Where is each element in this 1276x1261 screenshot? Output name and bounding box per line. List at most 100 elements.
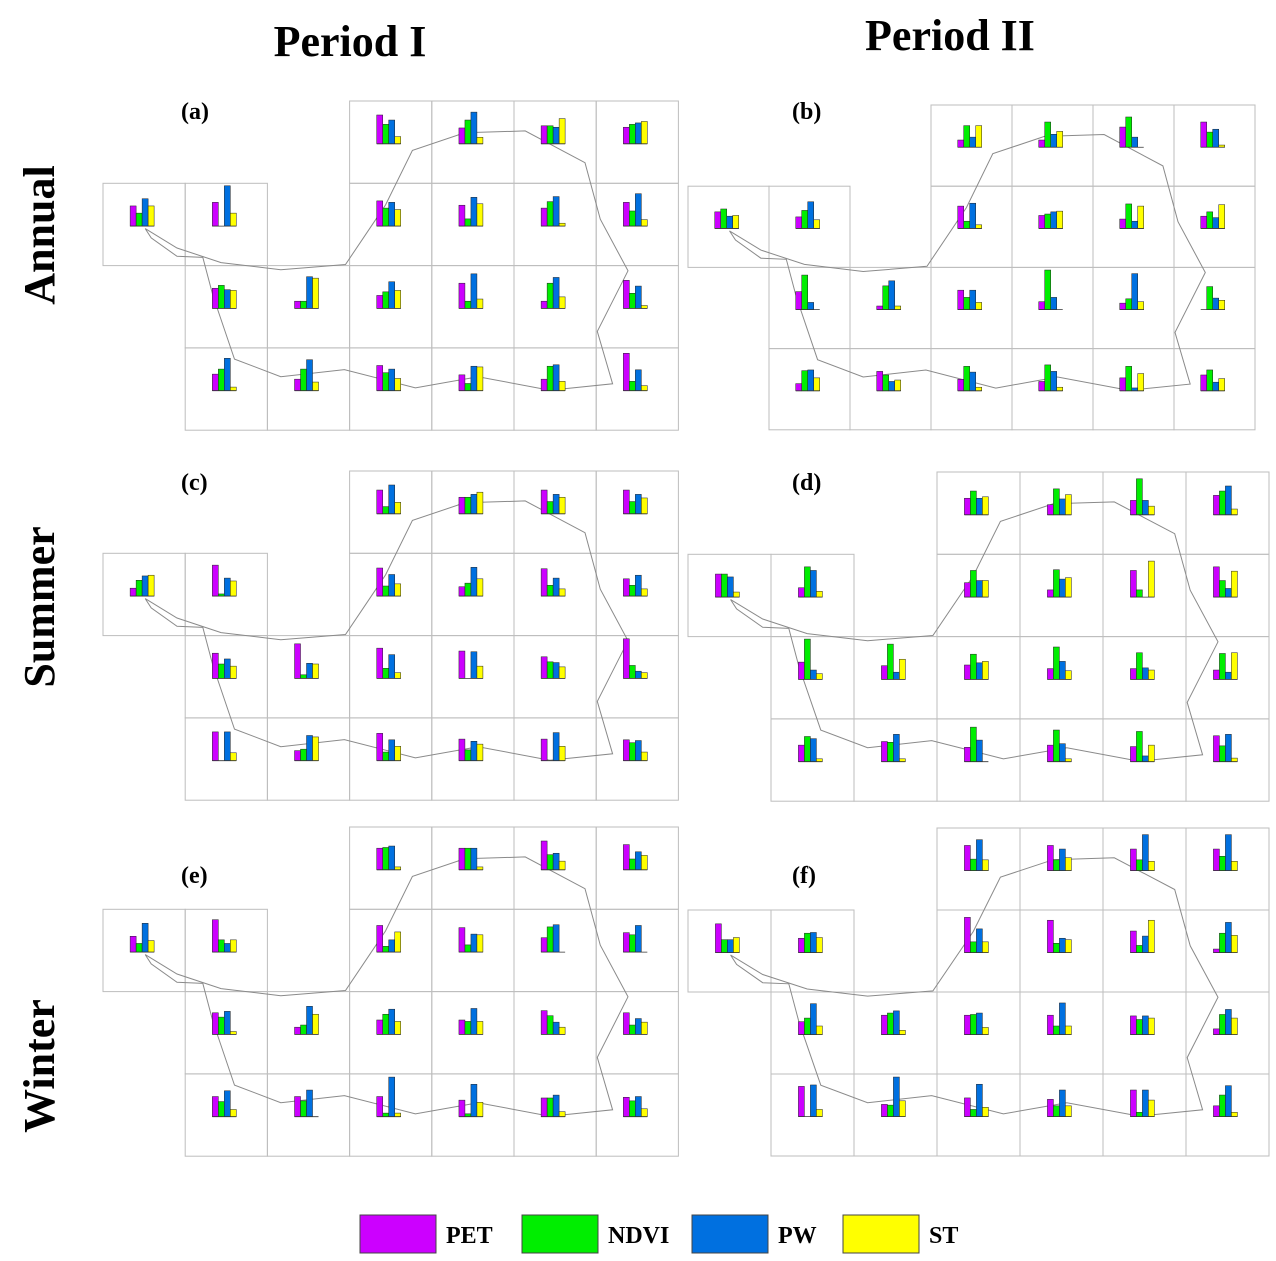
bar-ndvi (382, 1112, 389, 1117)
column-title-period-2: Period II (865, 11, 1035, 60)
cell-bar-group (881, 1076, 906, 1118)
cell-bar-group (376, 647, 401, 679)
bar-st (230, 665, 237, 679)
cell-bar-group (376, 845, 401, 871)
cell-bar-group (1130, 731, 1155, 763)
bar-st (641, 305, 648, 309)
bar-st (394, 672, 401, 679)
bar-ndvi (1136, 1112, 1143, 1117)
bar-ndvi (629, 742, 636, 761)
bar-st (732, 215, 739, 229)
bar-ndvi (721, 939, 728, 953)
cell-bar-group (795, 201, 820, 229)
cell-bar-group (212, 564, 237, 597)
bar-pw (888, 280, 895, 310)
bar-ndvi (382, 1013, 389, 1035)
bar-pw (306, 1089, 313, 1117)
bar-ndvi (464, 383, 472, 391)
row-title-annual: Annual (15, 165, 64, 304)
cell-bar-group (1130, 1015, 1155, 1036)
bar-st (1148, 1099, 1155, 1117)
bar-ndvi (1136, 731, 1143, 762)
bar-pw (224, 289, 231, 309)
bar-pw (552, 277, 560, 309)
bar-st (1148, 560, 1155, 598)
bar-ndvi (963, 366, 970, 392)
bar-pet (1038, 215, 1045, 229)
cell-bar-group (129, 198, 155, 227)
bar-ndvi (1136, 478, 1143, 516)
bar-pw (1212, 217, 1219, 229)
bar-ndvi (218, 939, 225, 953)
bar-pet (1200, 215, 1207, 229)
cell-bar-group (964, 726, 989, 763)
bar-pet (212, 373, 219, 391)
bar-pw (635, 122, 642, 145)
cell-bar-group (1213, 1085, 1238, 1118)
bar-ndvi (1136, 859, 1143, 871)
bar-pet (458, 496, 466, 515)
panel-b: (b) (687, 99, 1256, 431)
cell-bar-group (540, 656, 566, 679)
bar-ndvi (629, 1024, 636, 1035)
bar-ndvi (1136, 945, 1143, 953)
bar-st (394, 1112, 401, 1117)
bar-ndvi (970, 726, 977, 762)
bar-pet (294, 300, 301, 309)
bar-pet (1047, 589, 1054, 598)
bar-ndvi (1125, 298, 1132, 310)
bar-pw (1059, 1089, 1066, 1117)
cell-bar-group (1213, 485, 1238, 516)
bar-ndvi (1044, 269, 1051, 310)
bar-pw (470, 1008, 478, 1035)
bar-pet (376, 567, 383, 597)
legend-swatch-ndvi (521, 1214, 599, 1254)
bar-st (394, 136, 401, 145)
bar-st (394, 290, 401, 309)
bar-ndvi (629, 501, 636, 515)
bar-st (1231, 1017, 1238, 1035)
cell-bar-group (294, 1006, 319, 1035)
bar-pet (1130, 848, 1137, 871)
bar-st (899, 1100, 906, 1117)
bar-pw (552, 1094, 560, 1117)
bar-pw (976, 580, 983, 598)
bar-pet (795, 383, 802, 392)
bar-ndvi (1053, 729, 1060, 762)
bar-pet (1038, 381, 1045, 392)
bar-pet (540, 1010, 548, 1035)
cell-bar-group (1047, 845, 1072, 872)
bar-st (899, 1030, 906, 1035)
bar-pet (1213, 669, 1220, 680)
bar-pet (623, 1097, 630, 1117)
bar-ndvi (887, 1104, 894, 1117)
bar-pet (1130, 500, 1137, 516)
study-area-boundary (144, 856, 629, 1117)
bar-pw (470, 197, 478, 227)
bar-ndvi (1044, 213, 1051, 229)
bar-pet (795, 291, 802, 310)
bar-ndvi (1206, 369, 1213, 392)
bar-ndvi (546, 201, 554, 227)
cell-bar-group (540, 277, 566, 309)
grid-cell (1102, 553, 1187, 638)
bar-ndvi (970, 941, 977, 953)
bar-pw (635, 740, 642, 761)
bar-st (394, 378, 401, 391)
cell-bar-group (881, 734, 906, 763)
bar-ndvi (464, 582, 472, 597)
bar-pet (540, 656, 548, 679)
bar-ndvi (135, 212, 143, 227)
bar-pet (798, 937, 805, 953)
cell-bar-group (1130, 652, 1155, 680)
bar-pet (294, 378, 301, 391)
bar-ndvi (1219, 490, 1226, 516)
bar-pw (470, 111, 478, 145)
bar-pet (458, 204, 466, 227)
cell-bar-group (376, 1008, 401, 1035)
bar-ndvi (963, 125, 970, 148)
bar-st (476, 366, 484, 391)
bar-ndvi (382, 372, 389, 391)
cell-bar-group (623, 489, 648, 515)
bar-pw (1131, 387, 1138, 392)
